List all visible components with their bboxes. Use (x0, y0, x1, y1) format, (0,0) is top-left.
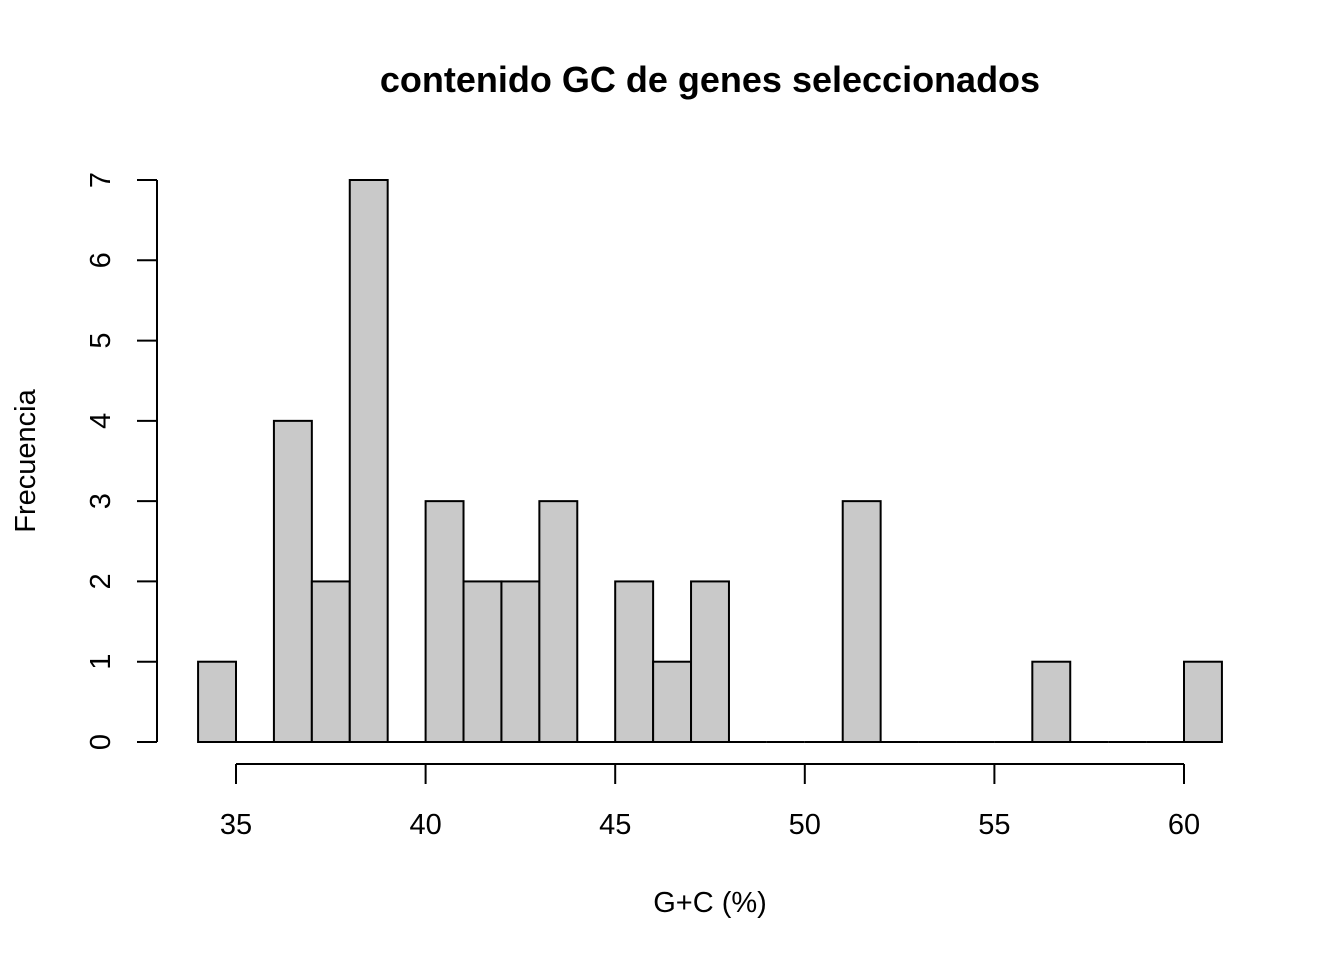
histogram-bar (538, 500, 579, 743)
histogram-bar (462, 580, 503, 744)
y-axis-label: Frecuencia (10, 388, 42, 532)
y-tick-label: 4 (85, 413, 117, 429)
x-tick-label: 40 (409, 809, 441, 841)
x-tick-label: 50 (789, 809, 821, 841)
histogram-bar (500, 580, 541, 744)
histogram-bar (272, 419, 313, 743)
histogram-bar (652, 660, 693, 744)
y-tick-label: 7 (85, 172, 117, 188)
chart-title: contenido GC de genes seleccionados (380, 59, 1040, 100)
x-axis-label: G+C (%) (653, 887, 767, 919)
y-tick-label: 5 (85, 333, 117, 349)
histogram-bar (841, 500, 882, 743)
x-tick-label: 55 (978, 809, 1010, 841)
x-axis: 35 40 45 50 55 60 (220, 763, 1200, 841)
y-tick-label: 6 (85, 252, 117, 268)
histogram-bar (1031, 660, 1072, 744)
x-tick-label: 60 (1168, 809, 1200, 841)
y-tick-label: 2 (85, 573, 117, 589)
histogram-bar (614, 580, 655, 744)
histogram-bar (197, 660, 237, 744)
y-tick-label: 0 (85, 734, 117, 750)
y-tick-label: 3 (85, 493, 117, 509)
histogram-bar (1183, 660, 1223, 744)
histogram-bar (310, 580, 351, 744)
x-tick-label: 35 (220, 809, 252, 841)
histogram-bar (348, 179, 389, 743)
x-tick-label: 45 (599, 809, 631, 841)
histogram-bar (424, 500, 465, 743)
y-tick-label: 1 (85, 654, 117, 670)
y-axis: 0 1 2 3 4 5 6 7 (85, 172, 158, 750)
histogram-bar (690, 580, 730, 744)
bars-group (197, 179, 1223, 744)
